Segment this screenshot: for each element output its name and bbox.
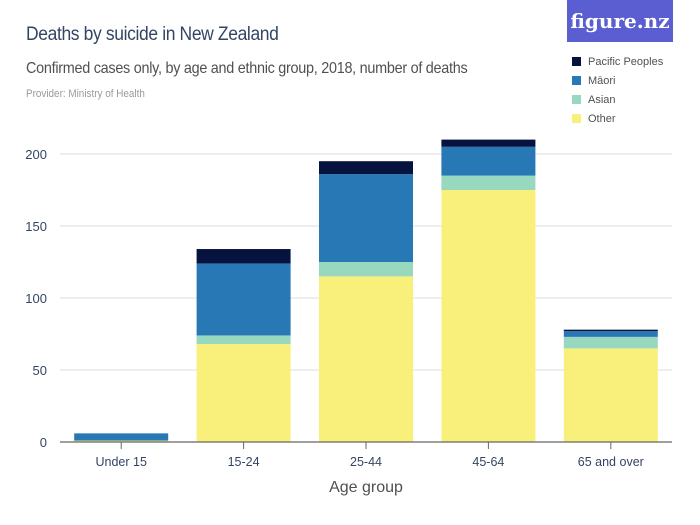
bar-segment-m-ori (319, 174, 413, 262)
bar-segment-asian (319, 262, 413, 277)
legend-item: Other (572, 109, 663, 128)
x-tick-label: 65 and over (578, 455, 644, 469)
legend-swatch (572, 57, 581, 66)
bar-segment-m-ori (74, 433, 169, 441)
chart-subtitle: Confirmed cases only, by age and ethnic … (26, 60, 468, 77)
y-tick-label: 0 (40, 435, 47, 450)
x-tick-label: Under 15 (95, 455, 146, 469)
bar-segment-asian (196, 335, 291, 345)
bar-segment-pacific-peoples (319, 161, 413, 175)
bar-segment-other (563, 348, 658, 442)
y-tick-label: 150 (25, 219, 47, 234)
bar-segment-m-ori (563, 331, 658, 337)
legend-label: Māori (588, 74, 616, 87)
legend-label: Pacific Peoples (588, 55, 664, 68)
provider-note: Provider: Ministry of Health (26, 88, 145, 100)
legend-item: Pacific Peoples (572, 52, 663, 71)
y-tick-label: 50 (33, 363, 47, 378)
legend-label: Other (588, 112, 616, 125)
y-tick-label: 200 (25, 147, 47, 162)
bar-segment-other (196, 344, 291, 442)
legend-item: Asian (572, 90, 663, 109)
bar-segment-m-ori (441, 146, 536, 176)
bar-segment-pacific-peoples (441, 139, 536, 147)
bar-segment-asian (441, 175, 536, 190)
bar-segment-pacific-peoples (196, 249, 291, 264)
x-tick-label: 15-24 (228, 455, 260, 469)
y-tick-label: 100 (25, 291, 47, 306)
bar-segment-m-ori (196, 263, 291, 336)
legend-swatch (572, 95, 581, 104)
chart-title: Deaths by suicide in New Zealand (26, 24, 279, 45)
legend-item: Māori (572, 71, 663, 90)
bar-segment-pacific-peoples (563, 329, 658, 332)
bar-segment-other (74, 440, 169, 442)
legend-label: Asian (588, 93, 616, 106)
bar-segment-asian (563, 336, 658, 349)
x-tick-label: 25-44 (350, 455, 382, 469)
legend-swatch (572, 114, 581, 123)
bar-segment-other (441, 190, 536, 442)
bar-segment-other (319, 276, 413, 442)
x-tick-label: 45-64 (472, 455, 504, 469)
figure-nz-logo[interactable]: figure.nz (567, 0, 673, 42)
legend: Pacific Peoples Māori Asian Other (572, 52, 663, 128)
x-axis-label: Age group (329, 479, 403, 496)
legend-swatch (572, 76, 581, 85)
